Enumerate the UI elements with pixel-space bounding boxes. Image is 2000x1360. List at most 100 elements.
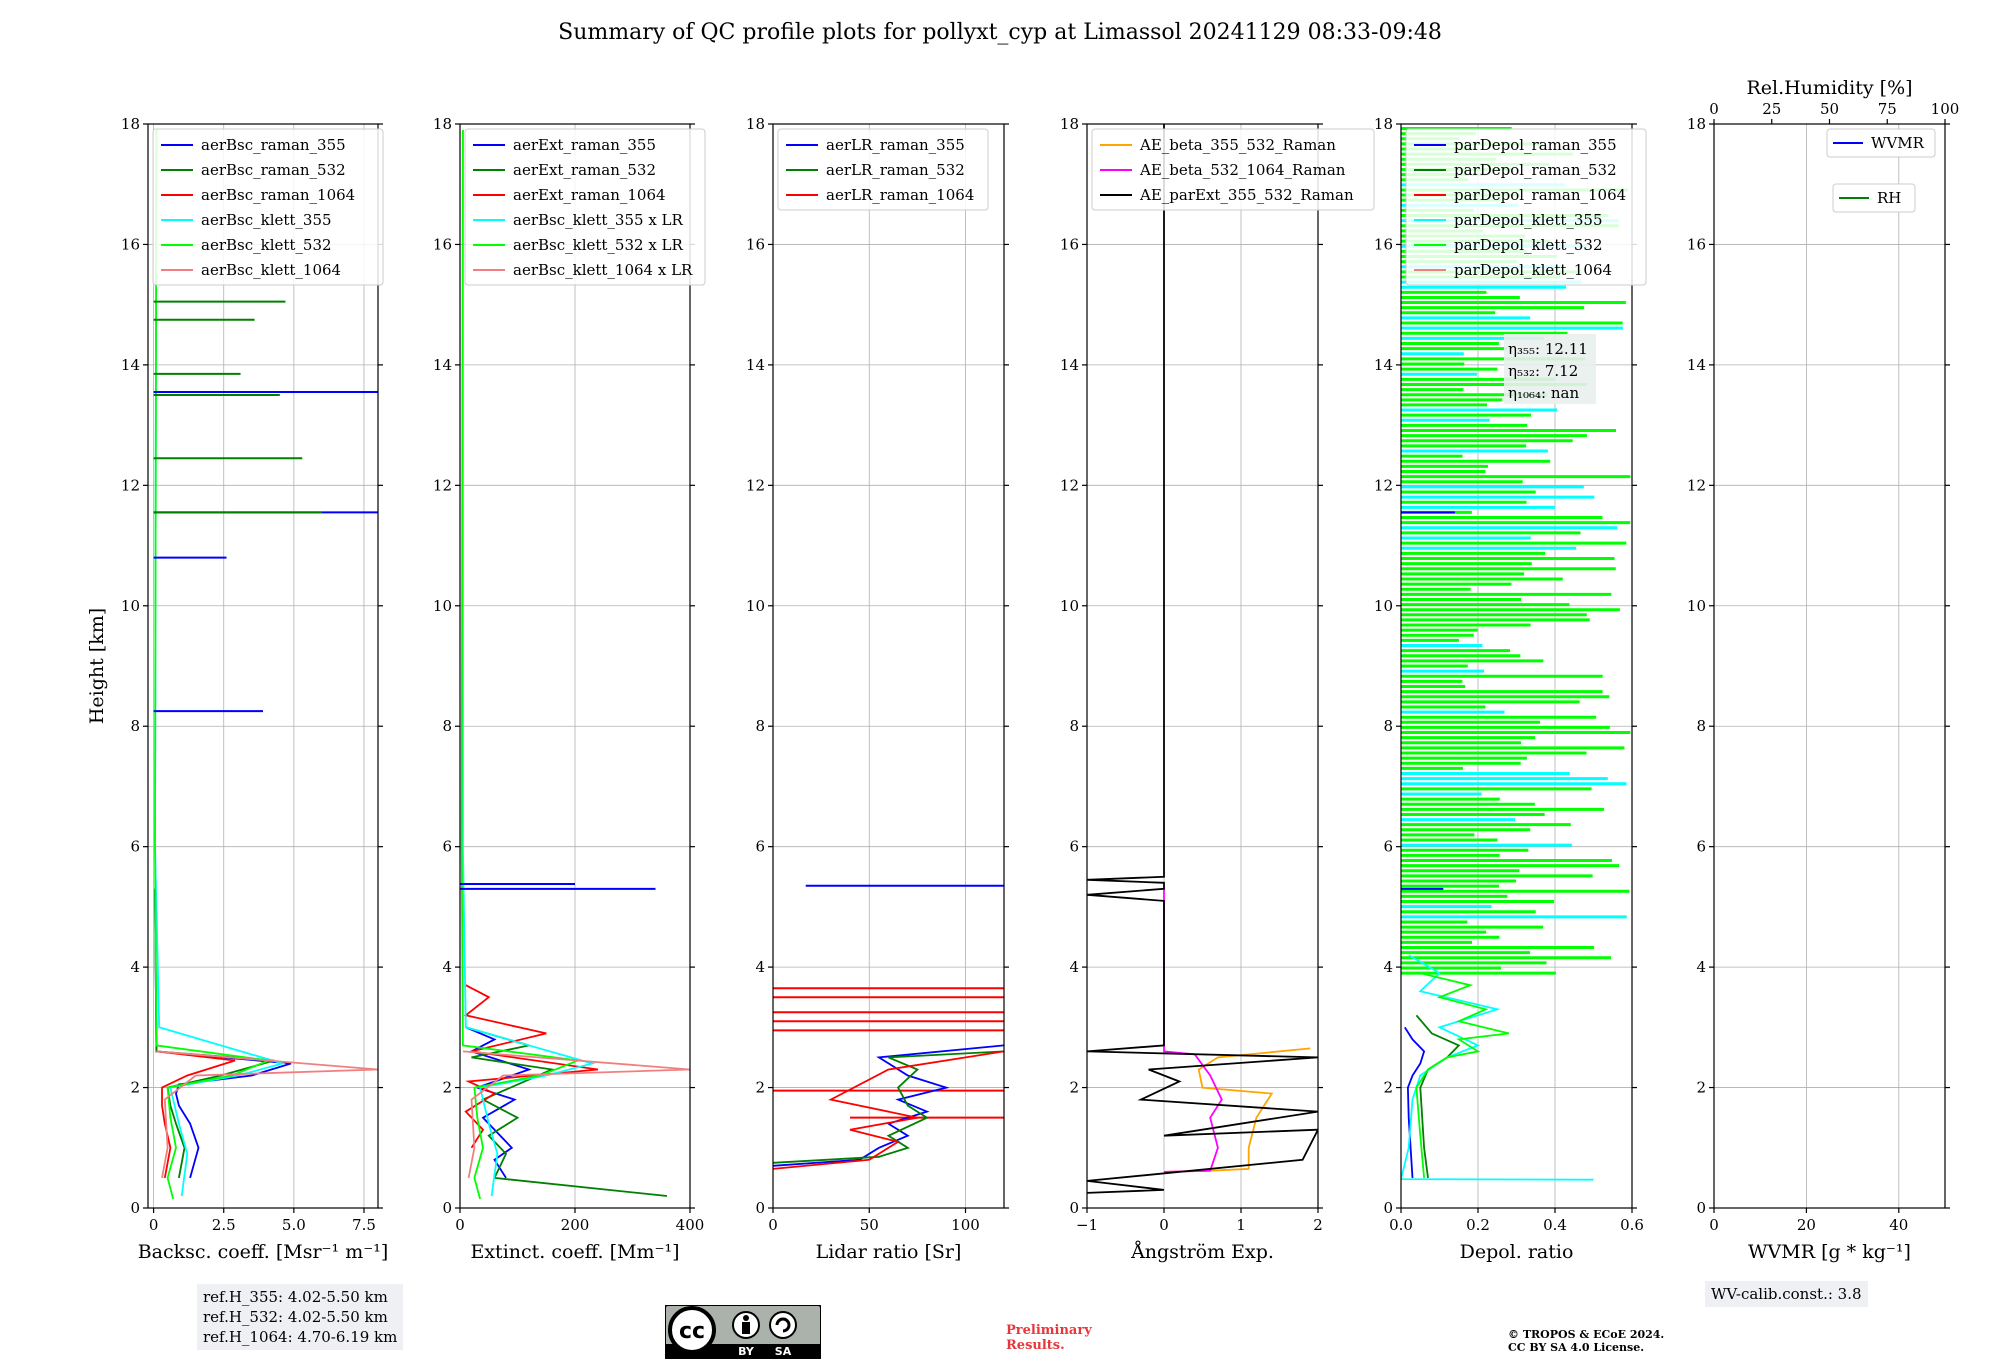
y-tick-label: 2 [755,1079,765,1097]
legend-label: aerExt_raman_1064 [513,186,666,204]
x-tick-label: 0 [149,1216,159,1234]
cc-by-sa-badge: cc BY SA [665,1305,821,1359]
figure-title: Summary of QC profile plots for pollyxt_… [558,20,1442,45]
legend-label: aerBsc_raman_355 [201,136,346,154]
top-axis-label: Rel.Humidity [%] [1746,77,1912,99]
legend-label: aerBsc_klett_1064 [201,261,341,279]
y-tick-label: 6 [1383,838,1393,856]
x-axis-label: Extinct. coeff. [Mm⁻¹] [470,1241,679,1263]
y-tick-label: 14 [1374,356,1393,374]
cc-logo-icon [668,1306,716,1354]
y-tick-label: 8 [130,717,140,735]
y-tick-label: 0 [1696,1199,1706,1217]
y-tick-label: 6 [755,838,765,856]
y-tick-label: 14 [121,356,140,374]
copyright-line-2: CC BY SA 4.0 License. [1508,1341,1645,1354]
y-tick-label: 10 [121,597,140,615]
panel-extinction: 0 2 4 6 8 10 12 14 16 18 0 200 400 Extinct. coeff. [M… [433,115,706,1263]
legend-label: AE_parExt_355_532_Raman [1139,186,1354,204]
axes-frame [147,123,379,1209]
x-tick-label: 7.5 [352,1216,376,1234]
y-tick-label: 8 [442,717,452,735]
y-tick-label: 18 [121,115,140,133]
y-tick-label: 14 [1060,356,1079,374]
eta-box [1504,334,1596,404]
y-tick-label: 16 [121,235,140,253]
y-tick-label: 0 [1069,1199,1079,1217]
y-tick-label: 12 [433,476,452,494]
y-tick-label: 10 [746,597,765,615]
y-tick-label: 8 [755,717,765,735]
legend-label: aerBsc_klett_532 x LR [513,236,684,254]
x-tick-label: 20 [1797,1216,1816,1234]
ref-heights-box: ref.H_355: 4.02-5.50 km ref.H_532: 4.02-… [197,1284,404,1350]
y-tick-label: 12 [1374,476,1393,494]
legend-label: aerBsc_klett_532 [201,236,332,254]
sa-label: SA [775,1345,792,1358]
axes-frame [1086,123,1319,1209]
legend-box [1832,183,1916,213]
series-line [1401,954,1594,1181]
legend-box [464,128,706,286]
by-person-head [743,1315,749,1321]
series-line [156,1050,378,1179]
legend-label: aerBsc_raman_532 [201,161,346,179]
x-tick-label: 0 [1709,1216,1719,1234]
y-tick-label: 10 [1060,597,1079,615]
series-line [773,1050,1004,1164]
legend-label: aerExt_raman_355 [513,136,656,154]
legend-label: aerLR_raman_532 [826,161,965,179]
legend-label: aerBsc_klett_355 x LR [513,211,684,229]
eta-value: η₅₃₂: 7.12 [1508,362,1578,380]
panel-lidar_ratio: 0 2 4 6 8 10 12 14 16 18 0 50 100 Lidar ratio [Sr] aer… [746,115,1009,1263]
ref-height-355: ref.H_355: 4.02-5.50 km [203,1288,388,1306]
x-tick-label: 400 [676,1216,705,1234]
plot-area [773,884,1004,1170]
legend-label: parDepol_klett_532 [1454,236,1603,254]
axes-frame [1400,123,1633,1209]
preliminary-note: Preliminary Results. [1006,1323,1092,1353]
top-x-tick-label: 100 [1931,100,1960,118]
y-tick-label: 0 [1383,1199,1393,1217]
y-tick-label: 12 [1060,476,1079,494]
series-line [154,888,292,1179]
y-tick-label: 4 [130,958,140,976]
y-tick-label: 14 [1687,356,1706,374]
legend-box [1405,128,1647,286]
x-tick-label: 0.4 [1543,1216,1567,1234]
x-tick-label: 0 [768,1216,778,1234]
y-tick-label: 2 [1383,1079,1393,1097]
y-axis-label: Height [km] [86,608,108,724]
legend-label: AE_beta_532_1064_Raman [1139,161,1346,179]
legend-box [777,128,989,211]
y-tick-label: 14 [433,356,452,374]
series-line [1087,124,1318,1194]
series-line [1163,888,1223,1173]
y-tick-label: 12 [746,476,765,494]
series-line [156,1050,236,1179]
x-axis-label: Ångström Exp. [1130,1241,1274,1263]
y-tick-label: 18 [746,115,765,133]
sa-arrow [775,1317,791,1333]
legend-label: parDepol_raman_1064 [1454,186,1626,204]
y-tick-label: 16 [746,235,765,253]
y-tick-label: 8 [1696,717,1706,735]
y-tick-label: 4 [1069,958,1079,976]
y-tick-label: 18 [1374,115,1393,133]
x-tick-label: −1 [1076,1216,1098,1234]
top-x-tick-label: 50 [1820,100,1839,118]
x-tick-label: 1 [1236,1216,1246,1234]
y-tick-label: 18 [433,115,452,133]
legend-label: parDepol_klett_1064 [1454,261,1612,279]
plot-area [1087,124,1318,1194]
y-tick-label: 10 [1374,597,1393,615]
ref-height-532: ref.H_532: 4.02-5.50 km [203,1308,388,1326]
y-tick-label: 12 [1687,476,1706,494]
y-tick-label: 6 [442,838,452,856]
plot-area [1401,127,1631,1181]
series-line [465,1026,668,1197]
cc-logo-text: cc [679,1319,705,1344]
x-axis-label: Lidar ratio [Sr] [816,1241,962,1263]
